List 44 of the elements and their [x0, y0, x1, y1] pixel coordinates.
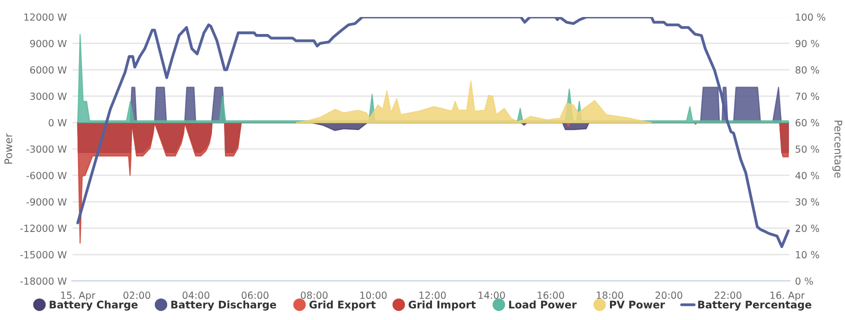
- y2-tick-label: 40 %: [795, 172, 820, 180]
- legend-label: Grid Import: [408, 300, 476, 311]
- x-tick-label: 10:00: [360, 292, 387, 299]
- y-tick-label: -9000 W: [26, 198, 67, 206]
- y-tick-label: 9000 W: [30, 40, 67, 48]
- x-tick-label: 16. Apr: [770, 292, 805, 301]
- y2-tick-label: 60 %: [796, 119, 820, 126]
- legend-label: Load Power: [509, 300, 577, 309]
- x-tick-label: 12:00: [419, 292, 446, 299]
- y2-tick-label: 100 %: [796, 13, 826, 21]
- legend-label: Battery Percentage: [698, 300, 812, 311]
- y-tick-label: -12000 W: [20, 224, 67, 232]
- y2-tick-label: 10 %: [796, 251, 820, 258]
- y-tick-label: 3000 W: [30, 92, 67, 100]
- y2-tick-label: 80 %: [796, 66, 820, 74]
- y-axis-title: Power: [4, 133, 12, 164]
- legend-label: PV Power: [610, 300, 665, 309]
- legend-label: Battery Charge: [50, 300, 138, 311]
- y-tick-label: -3000 W: [26, 145, 67, 153]
- y2-axis-title: Percentage: [832, 120, 842, 178]
- x-tick-label: 15. Apr: [61, 292, 96, 301]
- x-tick-label: 06:00: [242, 292, 268, 299]
- y-tick-label: 0 W: [48, 119, 67, 126]
- y-tick-label: -15000 W: [20, 251, 67, 258]
- y2-tick-label: 30 %: [796, 198, 820, 206]
- x-tick-label: 18:00: [596, 292, 624, 299]
- x-tick-label: 16:00: [538, 292, 564, 299]
- x-tick-label: 04:00: [182, 292, 210, 299]
- x-tick-label: 14:00: [478, 292, 505, 299]
- x-tick-label: 02:00: [123, 292, 150, 299]
- y-tick-label: 12000 W: [24, 13, 67, 21]
- x-tick-label: 08:00: [300, 292, 328, 299]
- y2-tick-label: 90 %: [796, 40, 820, 48]
- y2-tick-label: 0 %: [796, 277, 813, 285]
- x-tick-label: 20:00: [656, 292, 682, 299]
- legend-label: Grid Export: [309, 300, 376, 311]
- y2-tick-label: 20 %: [796, 224, 820, 232]
- x-tick-label: 22:00: [714, 292, 742, 299]
- y-tick-label: -6000 W: [26, 172, 67, 180]
- y2-tick-label: 70 %: [796, 92, 820, 100]
- y-tick-label: -18000 W: [20, 277, 67, 285]
- legend-label: Battery Discharge: [171, 300, 276, 311]
- y-tick-label: 6000 W: [30, 66, 67, 74]
- y2-tick-label: 50 %: [796, 145, 820, 153]
